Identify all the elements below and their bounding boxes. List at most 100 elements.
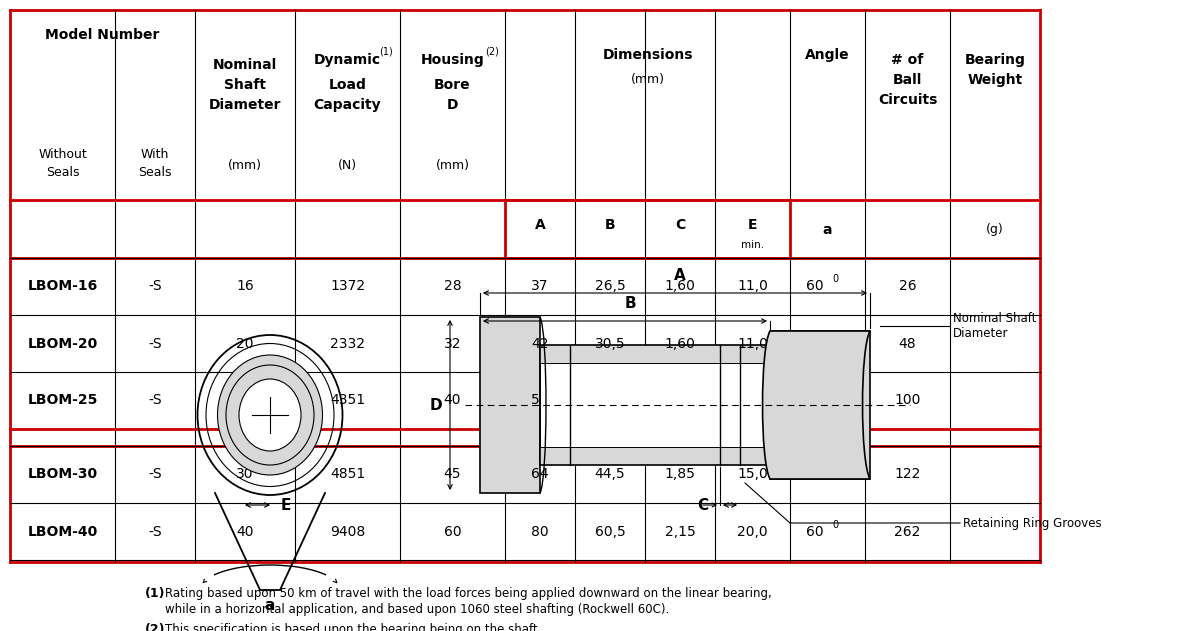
Text: 64: 64 — [532, 468, 548, 481]
Text: Nominal: Nominal — [212, 58, 277, 72]
Text: LBOM-25: LBOM-25 — [28, 394, 97, 408]
Text: 60: 60 — [806, 524, 823, 538]
Text: 60: 60 — [806, 468, 823, 481]
Text: Load: Load — [329, 78, 366, 92]
Text: 28: 28 — [444, 280, 461, 293]
Text: (N): (N) — [338, 158, 358, 172]
Text: E: E — [748, 218, 757, 232]
Text: 20,0: 20,0 — [737, 524, 768, 538]
Text: 60: 60 — [444, 524, 461, 538]
Text: 60: 60 — [806, 336, 823, 350]
Text: 25: 25 — [236, 394, 253, 408]
Text: 0: 0 — [833, 519, 839, 529]
Text: 80: 80 — [532, 524, 548, 538]
Text: 11,0: 11,0 — [737, 336, 768, 350]
Text: C: C — [674, 218, 685, 232]
Text: Bore: Bore — [434, 78, 470, 92]
Text: 26: 26 — [899, 280, 917, 293]
Text: 2332: 2332 — [330, 336, 365, 350]
Text: -S: -S — [148, 524, 162, 538]
Text: Diameter: Diameter — [209, 98, 281, 112]
Text: D: D — [430, 398, 442, 413]
Text: Capacity: Capacity — [313, 98, 382, 112]
Text: Nominal Shaft
Diameter: Nominal Shaft Diameter — [953, 312, 1037, 340]
Text: 1,60: 1,60 — [665, 280, 696, 293]
Text: 0: 0 — [833, 274, 839, 285]
Text: 40: 40 — [236, 524, 253, 538]
Text: 0: 0 — [833, 463, 839, 473]
Text: Seals: Seals — [138, 165, 172, 179]
Text: 262: 262 — [894, 524, 920, 538]
Text: 1,60: 1,60 — [665, 336, 696, 350]
Text: (1): (1) — [379, 47, 394, 57]
Text: LBOM-16: LBOM-16 — [28, 280, 97, 293]
Text: 11,0: 11,0 — [737, 280, 768, 293]
Text: -S: -S — [148, 468, 162, 481]
Text: Weight: Weight — [967, 73, 1022, 87]
Text: LBOM-30: LBOM-30 — [28, 468, 97, 481]
Text: (mm): (mm) — [228, 158, 262, 172]
Text: 32: 32 — [444, 336, 461, 350]
Bar — [480, 317, 540, 493]
Text: B: B — [624, 296, 636, 311]
Text: 30: 30 — [236, 468, 253, 481]
Text: 1,85: 1,85 — [665, 468, 696, 481]
Text: Housing: Housing — [421, 53, 485, 67]
Text: (mm): (mm) — [436, 158, 469, 172]
Ellipse shape — [239, 379, 301, 451]
Bar — [770, 331, 870, 479]
Text: Model Number: Model Number — [46, 28, 160, 42]
Text: With: With — [140, 148, 169, 162]
Text: (2): (2) — [486, 47, 499, 57]
Text: 60: 60 — [806, 280, 823, 293]
PathPatch shape — [762, 331, 870, 479]
Text: 48: 48 — [899, 336, 917, 350]
Text: 20: 20 — [236, 336, 253, 350]
Text: This specification is based upon the bearing being on the shaft.: This specification is based upon the bea… — [166, 623, 541, 631]
Text: 0: 0 — [833, 331, 839, 341]
Text: 60: 60 — [806, 394, 823, 408]
Text: 40: 40 — [444, 394, 461, 408]
Text: LBOM-20: LBOM-20 — [28, 336, 97, 350]
Text: 4851: 4851 — [330, 468, 365, 481]
Text: 42: 42 — [532, 336, 548, 350]
Text: -S: -S — [148, 394, 162, 408]
Ellipse shape — [217, 355, 323, 475]
Text: 41,0: 41,0 — [595, 394, 625, 408]
Text: A: A — [674, 268, 686, 283]
Text: 0: 0 — [833, 389, 839, 399]
Text: 1,85: 1,85 — [665, 394, 696, 408]
Text: -S: -S — [148, 336, 162, 350]
Text: 9408: 9408 — [330, 524, 365, 538]
Text: min.: min. — [740, 240, 764, 250]
Text: 100: 100 — [894, 394, 920, 408]
Text: 60,5: 60,5 — [595, 524, 625, 538]
Text: 1372: 1372 — [330, 280, 365, 293]
Text: # of: # of — [892, 53, 924, 67]
Text: while in a horizontal application, and based upon 1060 steel shafting (Rockwell : while in a horizontal application, and b… — [166, 603, 670, 616]
Text: E: E — [281, 497, 292, 512]
Text: 12,5: 12,5 — [737, 394, 768, 408]
Text: 30,5: 30,5 — [595, 336, 625, 350]
Text: 26,5: 26,5 — [595, 280, 625, 293]
Text: a: a — [823, 223, 833, 237]
Text: Ball: Ball — [893, 73, 922, 87]
Text: -S: -S — [148, 280, 162, 293]
Text: A: A — [535, 218, 545, 232]
Text: Rating based upon 50 km of travel with the load forces being applied downward on: Rating based upon 50 km of travel with t… — [166, 587, 772, 600]
Text: Dimensions: Dimensions — [602, 48, 692, 62]
Text: 44,5: 44,5 — [595, 468, 625, 481]
Text: 2,15: 2,15 — [665, 524, 695, 538]
Text: 122: 122 — [894, 468, 920, 481]
Text: D: D — [446, 98, 458, 112]
Text: 16: 16 — [236, 280, 254, 293]
Ellipse shape — [226, 365, 314, 465]
Text: 45: 45 — [444, 468, 461, 481]
Text: Circuits: Circuits — [878, 93, 937, 107]
Text: C: C — [697, 497, 708, 512]
Text: Seals: Seals — [46, 165, 79, 179]
Text: Shaft: Shaft — [224, 78, 266, 92]
Bar — [540, 363, 770, 447]
Text: (1): (1) — [145, 587, 166, 600]
Bar — [540, 345, 770, 465]
